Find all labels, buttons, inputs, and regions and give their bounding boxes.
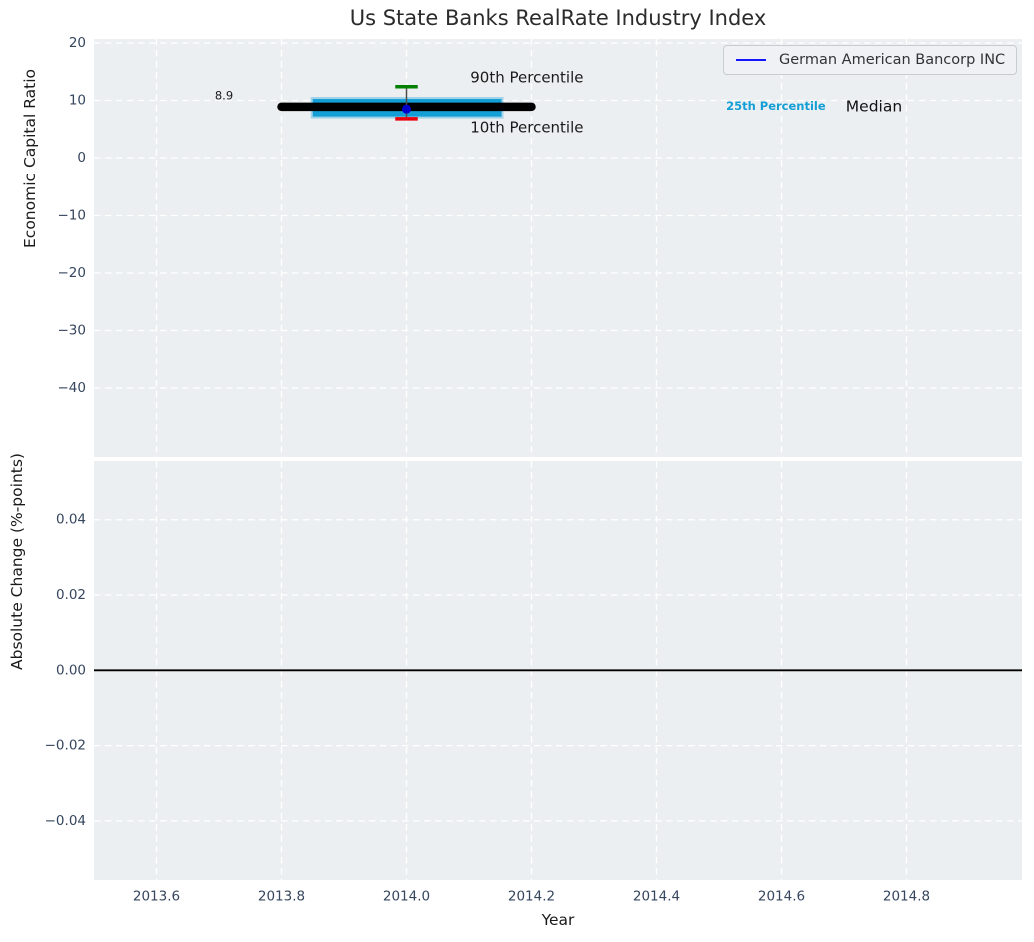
x-tick-label: 2013.8 [258,889,305,905]
chart-title: Us State Banks RealRate Industry Index [349,6,767,30]
x-tick-label: 2014.8 [883,889,930,905]
y-tick-label: −0.02 [45,738,86,754]
company-point [402,104,411,114]
x-tick-label: 2013.6 [133,889,180,905]
y-tick-label: 0 [77,150,86,166]
legend-line-sample [736,58,766,62]
annotation-value-label: 8.9 [215,88,233,102]
legend: German American Bancorp INC [723,45,1017,75]
y-tick-label: 10 [69,93,86,109]
annotation-median-label: Median [846,97,902,115]
annotation-p90-label: 90th Percentile [470,69,583,87]
y-tick-label: 0.00 [56,662,86,678]
annotation-p25-label: 25th Percentile [726,99,826,113]
y-tick-label: −30 [58,323,87,339]
x-axis-label: Year [541,911,575,929]
y-tick-label: −0.04 [45,813,86,829]
x-tick-label: 2014.2 [508,889,555,905]
x-tick-label: 2014.4 [633,889,680,905]
x-tick-label: 2014.0 [383,889,430,905]
y-tick-label: 20 [69,35,86,51]
y-tick-label: 0.04 [56,512,86,528]
y-tick-label: −20 [58,265,87,281]
y-tick-label: 0.02 [56,587,86,603]
legend-entry-label: German American Bancorp INC [779,52,1006,68]
annotation-p10-label: 10th Percentile [470,119,583,137]
x-tick-label: 2014.6 [758,889,805,905]
y-tick-label: −10 [58,208,87,224]
y-tick-label: −40 [58,380,87,396]
top-plot-background [94,39,1022,457]
